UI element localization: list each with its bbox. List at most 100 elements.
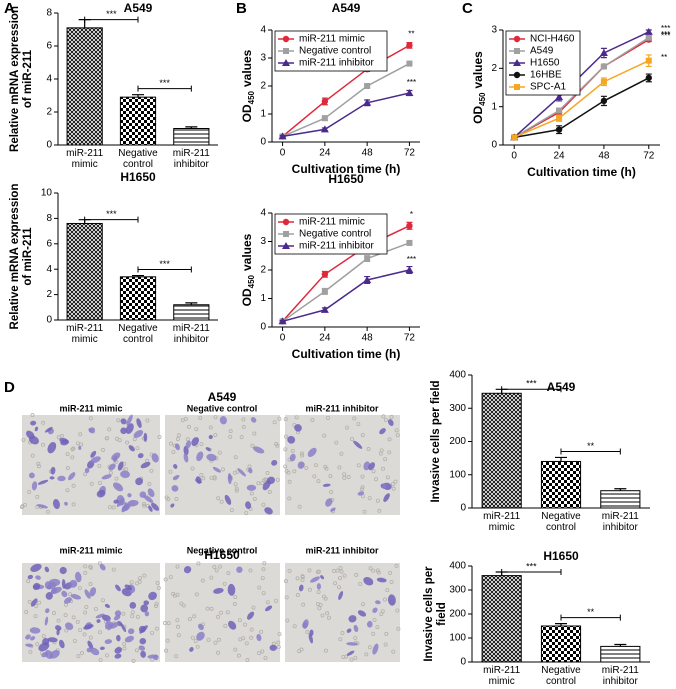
- bar: [540, 625, 582, 663]
- x-tick-label: 24: [319, 333, 331, 344]
- pore: [287, 496, 292, 501]
- y-tick-label: 0: [46, 315, 52, 326]
- chart-title: A549: [547, 380, 576, 394]
- pore: [131, 658, 136, 663]
- cell: [316, 583, 322, 590]
- pore: [218, 564, 223, 569]
- cell: [52, 498, 60, 510]
- y-axis-label-suffix: values: [471, 51, 485, 89]
- pore: [206, 637, 211, 642]
- cell: [387, 594, 396, 606]
- pore: [36, 464, 41, 469]
- pore: [367, 496, 372, 501]
- cell: [128, 445, 135, 452]
- cell: [375, 600, 381, 605]
- y-tick-label: 400: [449, 370, 466, 381]
- pore: [70, 447, 75, 452]
- cell: [29, 627, 41, 634]
- pore: [100, 598, 105, 603]
- cell: [302, 619, 309, 629]
- pore: [263, 655, 268, 660]
- cell: [143, 495, 154, 503]
- pore: [129, 580, 134, 585]
- pore: [216, 637, 221, 642]
- pore: [33, 614, 38, 619]
- cell: [353, 440, 363, 449]
- pore: [337, 465, 342, 470]
- pore: [248, 568, 253, 573]
- marker: [406, 239, 413, 246]
- pore: [56, 618, 61, 623]
- pore: [209, 606, 214, 611]
- cell: [346, 628, 352, 633]
- pore: [213, 432, 218, 437]
- pore: [174, 497, 179, 502]
- pore: [338, 637, 343, 642]
- pore: [179, 601, 184, 606]
- marker: [600, 97, 608, 105]
- series-line: [282, 62, 410, 138]
- cell: [147, 488, 155, 498]
- cell: [48, 578, 61, 587]
- y-axis-label-suffix: values: [240, 233, 254, 271]
- y-axis-label: OD450 values: [471, 51, 487, 124]
- pore: [326, 615, 331, 620]
- marker: [513, 59, 521, 66]
- pore: [292, 624, 297, 629]
- cell: [49, 650, 60, 659]
- pore: [316, 589, 321, 594]
- cell: [289, 453, 296, 462]
- pore: [283, 464, 288, 469]
- pore: [105, 436, 110, 441]
- pore: [329, 489, 334, 494]
- pore: [312, 474, 317, 479]
- pore: [297, 649, 302, 654]
- pore: [219, 610, 224, 615]
- pore: [35, 642, 40, 647]
- chart-title: H1650: [328, 172, 364, 186]
- cell: [185, 440, 191, 449]
- pore: [30, 453, 35, 458]
- marker: [282, 218, 290, 226]
- cell: [172, 475, 180, 480]
- cell: [58, 639, 65, 649]
- y-tick-label: 0: [46, 140, 52, 151]
- marker: [406, 222, 413, 230]
- y-axis-label-box: Relative mRNA expression of miR-211: [9, 184, 34, 330]
- pore: [364, 652, 369, 657]
- pore: [65, 466, 70, 471]
- significance-label: ***: [526, 561, 537, 571]
- cell: [265, 605, 273, 612]
- y-axis-label-main: OD: [240, 104, 254, 122]
- pore: [185, 437, 190, 442]
- pore: [192, 614, 197, 619]
- pore: [372, 618, 377, 623]
- x-tick-label: miR-211 inhibitor: [172, 148, 210, 170]
- pore: [292, 469, 297, 474]
- cell: [116, 498, 125, 507]
- pore: [27, 489, 32, 494]
- pore: [187, 424, 192, 429]
- cell: [78, 445, 82, 450]
- marker: [283, 48, 289, 54]
- pore: [359, 487, 364, 492]
- pore: [82, 632, 87, 637]
- pore: [196, 561, 201, 566]
- cell: [47, 637, 58, 643]
- pore: [175, 436, 180, 441]
- bar: [481, 575, 522, 663]
- pore: [356, 422, 361, 427]
- pore: [181, 603, 186, 608]
- series-line: [282, 242, 410, 322]
- x-axis-label: Cultivation time (h): [527, 165, 636, 179]
- error-bar: [555, 456, 567, 462]
- pore: [265, 600, 270, 605]
- pore: [361, 494, 366, 499]
- x-tick-label: miR-211 mimic: [66, 148, 104, 170]
- pore: [261, 591, 266, 596]
- pore: [241, 636, 246, 641]
- pore: [342, 573, 347, 578]
- cell: [120, 470, 130, 479]
- pore: [299, 451, 304, 456]
- error-bar: [614, 488, 627, 491]
